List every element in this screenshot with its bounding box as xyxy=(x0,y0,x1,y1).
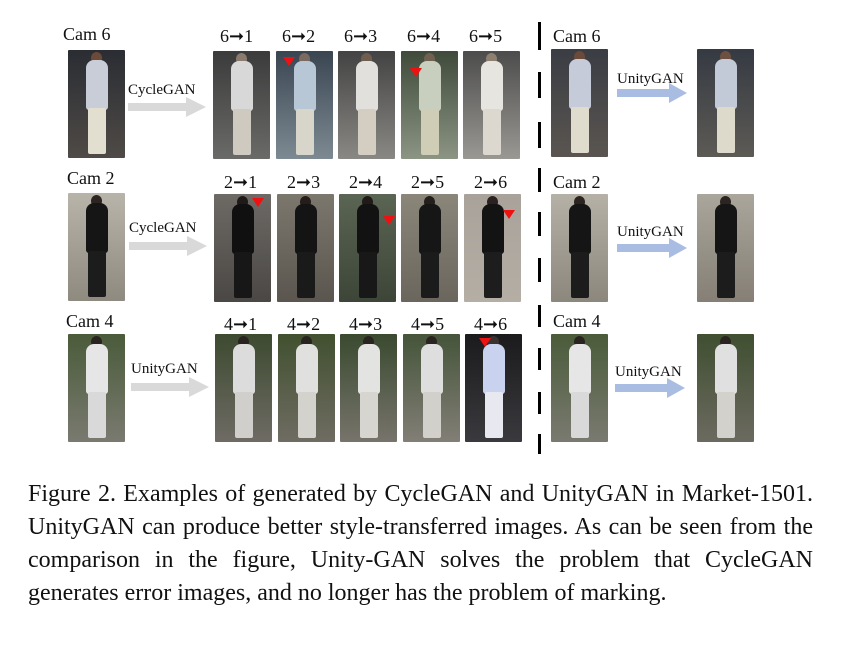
method-label: UnityGAN xyxy=(617,71,684,87)
error-marker-icon xyxy=(252,198,264,207)
generated-image xyxy=(340,334,397,442)
right-source-image xyxy=(551,194,608,302)
source-camera-label: Cam 4 xyxy=(66,311,114,331)
transfer-label: 2➞5 xyxy=(411,172,445,192)
right-camera-label: Cam 4 xyxy=(553,311,601,331)
source-camera-label: Cam 6 xyxy=(63,24,111,44)
method-label: UnityGAN xyxy=(617,224,684,240)
transfer-label: 4➞3 xyxy=(349,314,383,334)
right-arrow-icon xyxy=(129,236,207,256)
generated-image xyxy=(276,51,333,159)
right-arrow-icon xyxy=(617,83,687,103)
source-person-image xyxy=(68,334,125,442)
generated-image xyxy=(401,194,458,302)
transfer-label: 6➞2 xyxy=(282,26,316,46)
transfer-label: 4➞1 xyxy=(224,314,258,334)
transfer-label: 4➞2 xyxy=(287,314,321,334)
generated-image xyxy=(465,334,522,442)
transfer-label: 4➞5 xyxy=(411,314,445,334)
right-camera-label: Cam 2 xyxy=(553,172,601,192)
generated-image xyxy=(213,51,270,159)
source-person-image xyxy=(68,50,125,158)
right-source-image xyxy=(551,49,608,157)
error-marker-icon xyxy=(283,57,295,66)
source-person-image xyxy=(68,193,125,301)
transfer-label: 4➞6 xyxy=(474,314,508,334)
generated-image xyxy=(215,334,272,442)
method-label: CycleGAN xyxy=(128,82,196,98)
right-arrow-icon xyxy=(617,238,687,258)
transfer-label: 6➞5 xyxy=(469,26,503,46)
error-marker-icon xyxy=(383,216,395,225)
unitygan-result-image xyxy=(697,49,754,157)
error-marker-icon xyxy=(479,338,491,347)
right-arrow-icon xyxy=(615,378,685,398)
transfer-label: 2➞6 xyxy=(474,172,508,192)
generated-image xyxy=(403,334,460,442)
transfer-label: 6➞4 xyxy=(407,26,441,46)
method-label: CycleGAN xyxy=(129,220,197,236)
transfer-label: 6➞1 xyxy=(220,26,254,46)
method-label: UnityGAN xyxy=(131,361,198,377)
right-source-image xyxy=(551,334,608,442)
right-arrow-icon xyxy=(131,377,209,397)
transfer-label: 2➞3 xyxy=(287,172,321,192)
generated-image xyxy=(338,51,395,159)
generated-image xyxy=(463,51,520,159)
transfer-label: 6➞3 xyxy=(344,26,378,46)
unitygan-result-image xyxy=(697,194,754,302)
source-camera-label: Cam 2 xyxy=(67,168,115,188)
figure-caption: Figure 2. Examples of generated by Cycle… xyxy=(28,481,813,606)
error-marker-icon xyxy=(503,210,515,219)
transfer-label: 2➞4 xyxy=(349,172,383,192)
generated-image xyxy=(277,194,334,302)
unitygan-result-image xyxy=(697,334,754,442)
right-arrow-icon xyxy=(128,97,206,117)
generated-image xyxy=(278,334,335,442)
right-camera-label: Cam 6 xyxy=(553,26,601,46)
method-label: UnityGAN xyxy=(615,364,682,380)
transfer-label: 2➞1 xyxy=(224,172,258,192)
error-marker-icon xyxy=(410,68,422,77)
generated-image xyxy=(214,194,271,302)
generated-image xyxy=(339,194,396,302)
